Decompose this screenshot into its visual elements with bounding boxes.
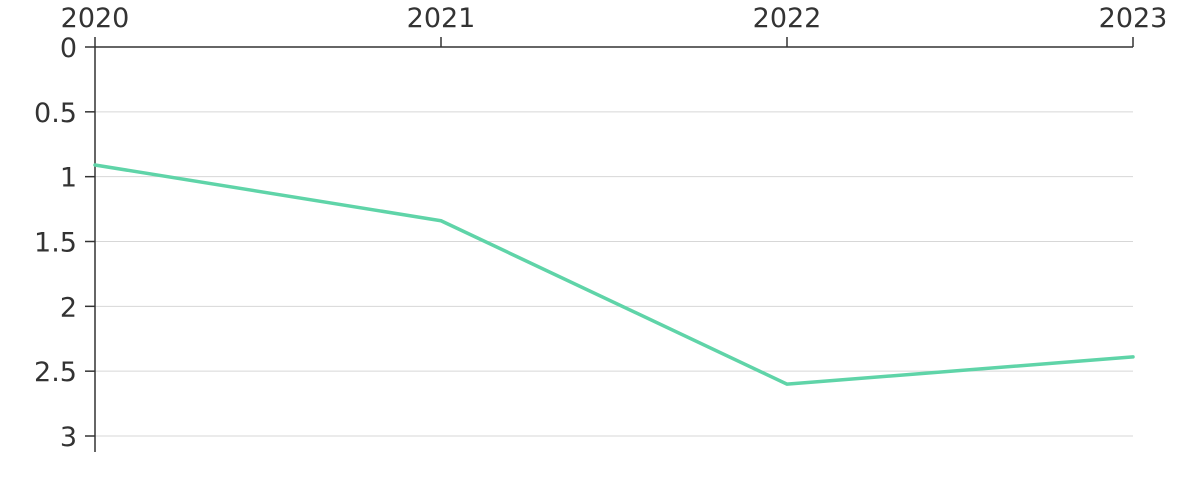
y-tick-label: 1.5 (34, 228, 77, 259)
x-tick-label: 2021 (407, 3, 476, 34)
grid-lines (95, 111, 1133, 437)
x-tick-label: 2022 (753, 3, 822, 34)
x-tick-label: 2023 (1099, 3, 1168, 34)
y-tick-label: 0.5 (34, 98, 77, 129)
axes (94, 46, 1133, 452)
x-axis-ticks: 2020 2021 2022 2023 (61, 3, 1168, 47)
y-axis-ticks: 0 0.5 1 1.5 2 2.5 3 (34, 33, 95, 453)
y-tick-label: 2.5 (34, 357, 77, 388)
y-tick-label: 3 (60, 422, 77, 453)
series-line (93, 163, 1135, 386)
x-tick-label: 2020 (61, 3, 130, 34)
y-tick-label: 0 (60, 33, 77, 64)
y-tick-label: 2 (60, 292, 77, 323)
series-layer (93, 163, 1135, 386)
y-tick-label: 1 (60, 163, 77, 194)
